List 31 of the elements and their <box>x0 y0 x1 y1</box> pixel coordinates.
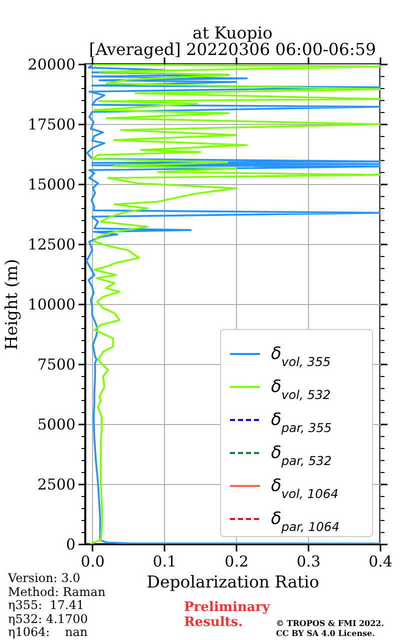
y-tick-label: 10000 <box>28 296 76 314</box>
y-tick-label: 20000 <box>28 56 76 74</box>
text: © TROPOS & FMI 2022. <box>276 618 384 628</box>
legend-label: δ$_{vol, 355}$ <box>271 344 331 369</box>
y-tick-label: 2500 <box>37 476 76 494</box>
text: CC BY SA 4.0 License. <box>276 628 375 638</box>
x-axis-title: Depolarization Ratio <box>146 572 320 592</box>
text: Version: 3.0 <box>8 571 80 586</box>
y-axis-title: Height (m) <box>2 258 21 350</box>
text: η532: 4.1700 <box>8 612 88 626</box>
legend-label: δ$_{vol, 1064}$ <box>271 476 338 501</box>
y-tick-label: 0 <box>66 536 76 554</box>
x-tick-label: 0.1 <box>152 552 177 570</box>
y-tick-label: 5000 <box>37 416 76 434</box>
x-tick-label: 0.2 <box>224 552 249 570</box>
y-tick-label: 12500 <box>28 236 76 254</box>
x-tick-label: 0.3 <box>296 552 320 570</box>
x-tick-label: 0.4 <box>368 552 392 570</box>
chart-title: at Kuopio <box>192 23 273 42</box>
legend-label: δ$_{par, 355}$ <box>271 410 332 435</box>
text: Preliminary Results. <box>184 600 270 630</box>
text: η1064: nan <box>8 625 88 640</box>
legend-label: δ$_{vol, 532}$ <box>271 377 331 402</box>
text: η355: 17.41 <box>8 598 84 612</box>
legend-label: δ$_{par, 1064}$ <box>271 509 340 534</box>
y-tick-label: 7500 <box>37 356 76 374</box>
text: Method: Raman <box>8 584 106 599</box>
y-tick-label: 17500 <box>28 116 76 134</box>
y-tick-label: 15000 <box>28 176 76 194</box>
x-tick-label: 0.0 <box>80 552 105 570</box>
legend-label: δ$_{par, 532}$ <box>271 443 332 468</box>
